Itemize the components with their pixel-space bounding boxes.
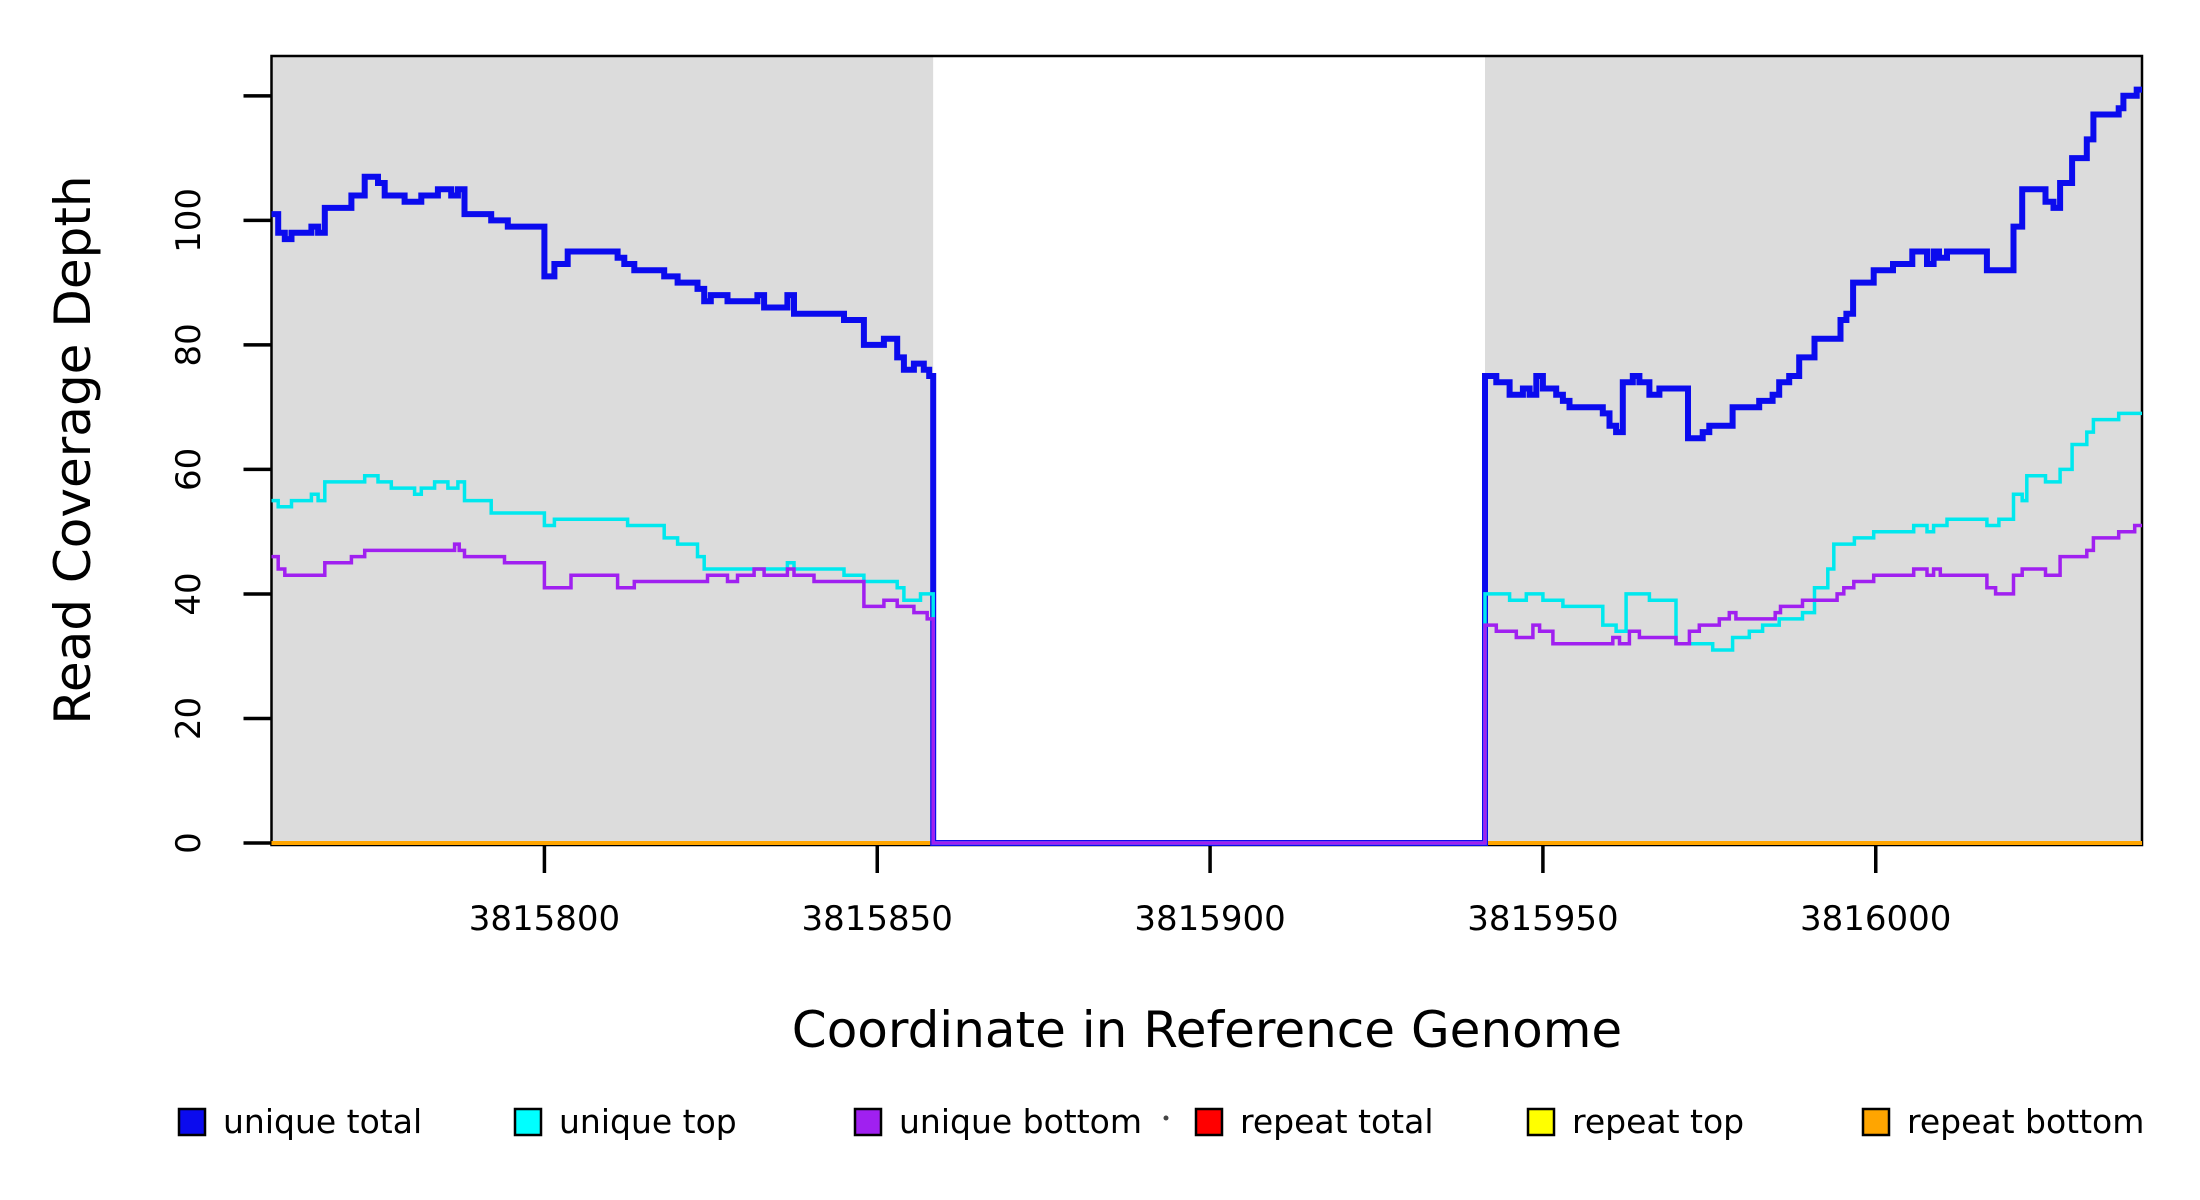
unique-bottom-line: [271, 523, 2142, 845]
legend-swatch-icon: [1526, 1107, 1556, 1137]
x-tick-label: 3815900: [1134, 899, 1285, 939]
y-tick-label: 0: [169, 832, 209, 854]
right-unique-region-shading: [1484, 56, 2142, 845]
y-tick-label: 40: [169, 572, 209, 615]
unique-top-line: [271, 411, 2142, 845]
legend-item-label: repeat bottom: [1907, 1102, 2144, 1141]
legend-item-label: repeat total: [1240, 1102, 1434, 1141]
unique-total-line: [271, 86, 2142, 846]
plot-area: 3815800 3815850 3815900 3815950 3816000 0 20 40…: [169, 54, 2144, 939]
legend-swatch-icon: [1194, 1107, 1224, 1137]
x-tick-label: 3816000: [1800, 899, 1951, 939]
x-tick-label: 3815950: [1467, 899, 1618, 939]
legend-swatch-icon: [177, 1107, 207, 1137]
legend-item-label: repeat top: [1572, 1102, 1744, 1141]
stray-dot-mark: [1163, 1115, 1169, 1121]
legend-item-label: unique bottom: [899, 1102, 1142, 1141]
x-axis-title: Coordinate in Reference Genome: [792, 1001, 1622, 1059]
legend-item-unique-total: unique total: [177, 1102, 422, 1141]
y-tick-label: 80: [169, 323, 209, 366]
legend-item-repeat-total: repeat total: [1194, 1102, 1434, 1141]
y-tick-label: 60: [169, 448, 209, 491]
legend-item-unique-bottom: unique bottom: [853, 1102, 1142, 1141]
legend-item-repeat-bottom: repeat bottom: [1861, 1102, 2144, 1141]
legend-item-label: unique total: [223, 1102, 422, 1141]
legend-swatch-icon: [1861, 1107, 1891, 1137]
legend-item-label: unique top: [559, 1102, 737, 1141]
y-tick-label: 20: [169, 697, 209, 740]
legend: unique total unique top unique bottom repea…: [177, 1102, 2144, 1141]
legend-item-repeat-top: repeat top: [1526, 1102, 1744, 1141]
y-tick-label: 100: [169, 188, 209, 253]
legend-swatch-icon: [853, 1107, 883, 1137]
legend-item-unique-top: unique top: [513, 1102, 737, 1141]
legend-swatch-icon: [513, 1107, 543, 1137]
x-tick-label: 3815850: [802, 899, 953, 939]
y-axis-title: Read Coverage Depth: [44, 175, 102, 724]
x-tick-label: 3815800: [469, 899, 620, 939]
